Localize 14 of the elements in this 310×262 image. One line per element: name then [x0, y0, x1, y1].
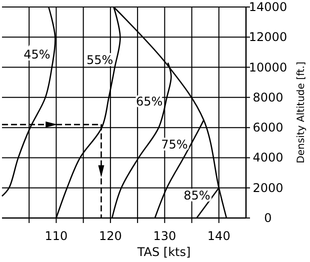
- y-tick-label: 14000: [248, 0, 288, 14]
- y-tick-label: 0: [264, 211, 272, 225]
- y-tick-label: 4000: [252, 150, 284, 165]
- x-tick-label: 120: [98, 229, 122, 243]
- x-tick-label: 140: [207, 229, 230, 243]
- y-tick-label: 12000: [248, 30, 288, 44]
- y-tick-label: 10000: [248, 60, 288, 74]
- x-tick-label: 110: [44, 229, 68, 243]
- y-tick-label: 8000: [252, 90, 284, 104]
- y-tick-label: 2000: [252, 180, 284, 195]
- y-tick-label: 6000: [252, 120, 284, 135]
- y-axis-title: Density Altitude [ft.]: [296, 62, 307, 164]
- x-axis-title: TAS [kts]: [136, 245, 191, 259]
- x-tick-label: 130: [153, 229, 176, 243]
